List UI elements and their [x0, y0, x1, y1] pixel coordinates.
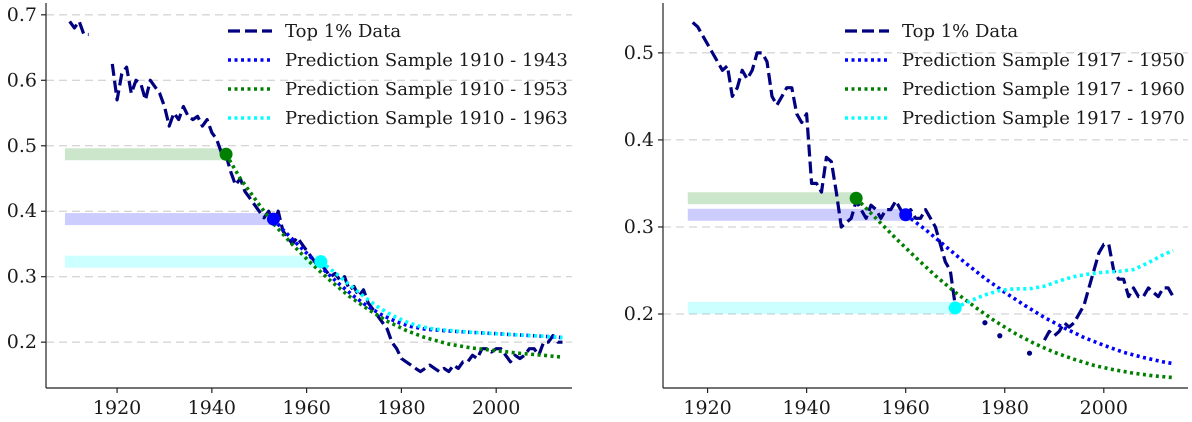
- left-marker-0: [219, 147, 233, 161]
- right-marker-2: [948, 301, 962, 315]
- right-series-line-2: [854, 196, 1174, 380]
- right-series-line-0: [691, 21, 1175, 341]
- right-series-line-3: [954, 248, 1174, 310]
- chart-left-panel: 0.2 0.3 0.4 0.5 0.6 0.7 1920 1940 1960 1980 2000 To…: [7, 3, 572, 419]
- right-data-point: [1026, 350, 1033, 356]
- left-legend: Top 1% Data Prediction Sample 1910 - 1943…: [228, 21, 568, 129]
- left-y-tick-label: 0.6: [7, 69, 37, 91]
- right-y-tick-label: 0.5: [624, 42, 654, 64]
- left-band-0: [64, 148, 227, 161]
- left-series-line-3: [319, 260, 563, 340]
- left-series-line-0: [68, 19, 563, 374]
- right-legend-label: Prediction Sample 1917 - 1960: [902, 79, 1185, 100]
- right-y-tick-label: 0.2: [624, 303, 654, 325]
- left-x-tick-label: 1980: [377, 397, 425, 419]
- left-band-2: [64, 255, 321, 268]
- right-x-tick-label: 2000: [1080, 397, 1128, 419]
- left-x-tick-label: 1940: [188, 397, 236, 419]
- right-legend-label: Prediction Sample 1917 - 1950: [902, 50, 1185, 71]
- right-y-tick-label: 0.3: [624, 216, 654, 238]
- right-x-tick-label: 1940: [782, 397, 830, 419]
- right-marker-1: [899, 208, 913, 222]
- right-legend-label: Prediction Sample 1917 - 1970: [902, 108, 1185, 129]
- left-x-tick-label: 1920: [93, 397, 141, 419]
- right-marker-0: [849, 191, 863, 205]
- left-x-tick-label: 2000: [472, 397, 520, 419]
- right-x-tick-label: 1960: [882, 397, 930, 419]
- chart-right-panel: 0.2 0.3 0.4 0.5 1920 1940 1960 1980 2000 Top 1% D…: [624, 3, 1188, 419]
- left-y-tick-label: 0.2: [7, 331, 37, 353]
- left-series-line-1: [272, 217, 563, 340]
- left-legend-label: Prediction Sample 1910 - 1953: [285, 79, 568, 100]
- right-legend: Top 1% Data Prediction Sample 1917 - 1950…: [845, 21, 1185, 129]
- right-x-tick-label: 1980: [981, 397, 1029, 419]
- right-data-point: [997, 333, 1003, 339]
- left-legend-label: Top 1% Data: [285, 21, 401, 42]
- right-data-point: [982, 320, 988, 326]
- left-y-tick-label: 0.5: [7, 135, 37, 157]
- left-legend-label: Prediction Sample 1910 - 1943: [285, 50, 568, 71]
- right-legend-label: Top 1% Data: [902, 21, 1018, 42]
- left-marker-1: [266, 212, 280, 226]
- right-band-0: [687, 192, 857, 205]
- left-x-tick-label: 1960: [282, 397, 330, 419]
- left-y-tick-label: 0.4: [7, 200, 37, 222]
- left-y-tick-label: 0.7: [7, 4, 37, 26]
- left-y-tick-label: 0.3: [7, 266, 37, 288]
- right-band-1: [687, 208, 906, 221]
- left-marker-2: [314, 255, 328, 269]
- left-legend-label: Prediction Sample 1910 - 1963: [285, 108, 568, 129]
- left-band-1: [64, 213, 274, 226]
- right-series-line-1: [904, 213, 1174, 366]
- right-band-2: [687, 301, 956, 314]
- right-y-tick-label: 0.4: [624, 129, 654, 151]
- right-x-tick-label: 1920: [683, 397, 731, 419]
